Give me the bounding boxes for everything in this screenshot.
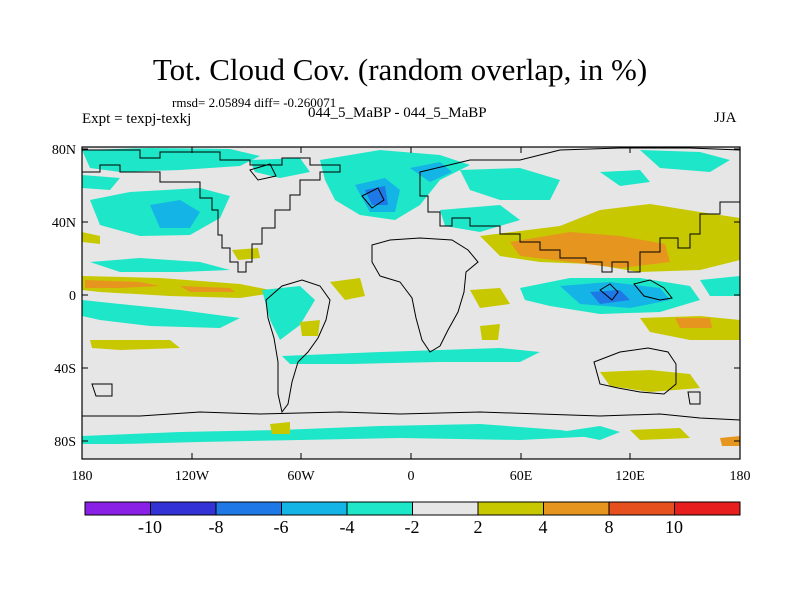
y-tick-label: 0 [69, 289, 76, 304]
colorbar-box [281, 501, 348, 516]
x-tick-label: 120E [615, 469, 645, 484]
colorbar-label: 10 [665, 517, 683, 537]
tick-marks [81, 147, 741, 459]
x-tick-label: 180 [72, 469, 93, 484]
colorbar-label: -4 [340, 517, 355, 537]
colorbar-label: -8 [209, 517, 224, 537]
x-tick-label: 60E [510, 469, 533, 484]
colorbar-box [346, 501, 413, 516]
colorbar-label: 4 [539, 517, 548, 537]
colorbar-box [215, 501, 282, 516]
colorbar-label: 2 [474, 517, 483, 537]
y-tick-label: 80N [52, 143, 76, 158]
x-tick-label: 0 [408, 469, 415, 484]
colorbar-box [412, 501, 479, 516]
colorbar: -10 -8 -6 -4 -2 2 4 8 10 [84, 501, 741, 537]
colorbar-label: -10 [138, 517, 162, 537]
colorbar-box [608, 501, 675, 516]
anomaly-field [82, 148, 740, 446]
colorbar-box [477, 501, 544, 516]
colorbar-box [543, 501, 610, 516]
season-label: JJA [714, 110, 737, 126]
y-tick-label: 80S [54, 435, 76, 450]
x-tick-label: 120W [175, 469, 210, 484]
plot-subtitle: 044_5_MaBP - 044_5_MaBP [308, 105, 487, 121]
colorbar-box [150, 501, 217, 516]
experiment-label: Expt = texpj-texkj [82, 111, 192, 127]
y-tick-label: 40N [52, 216, 76, 231]
colorbar-box [674, 501, 741, 516]
plot-title: Tot. Cloud Cov. (random overlap, in %) [152, 52, 648, 87]
stats-text: rmsd= 2.05894 diff= -0.260071 [172, 95, 337, 110]
colorbar-label: -6 [274, 517, 289, 537]
x-tick-label: 60W [287, 469, 315, 484]
colorbar-label: -2 [405, 517, 420, 537]
colorbar-box [84, 501, 151, 516]
colorbar-label: 8 [605, 517, 614, 537]
x-tick-label: 180 [730, 469, 751, 484]
y-tick-label: 40S [54, 362, 76, 377]
